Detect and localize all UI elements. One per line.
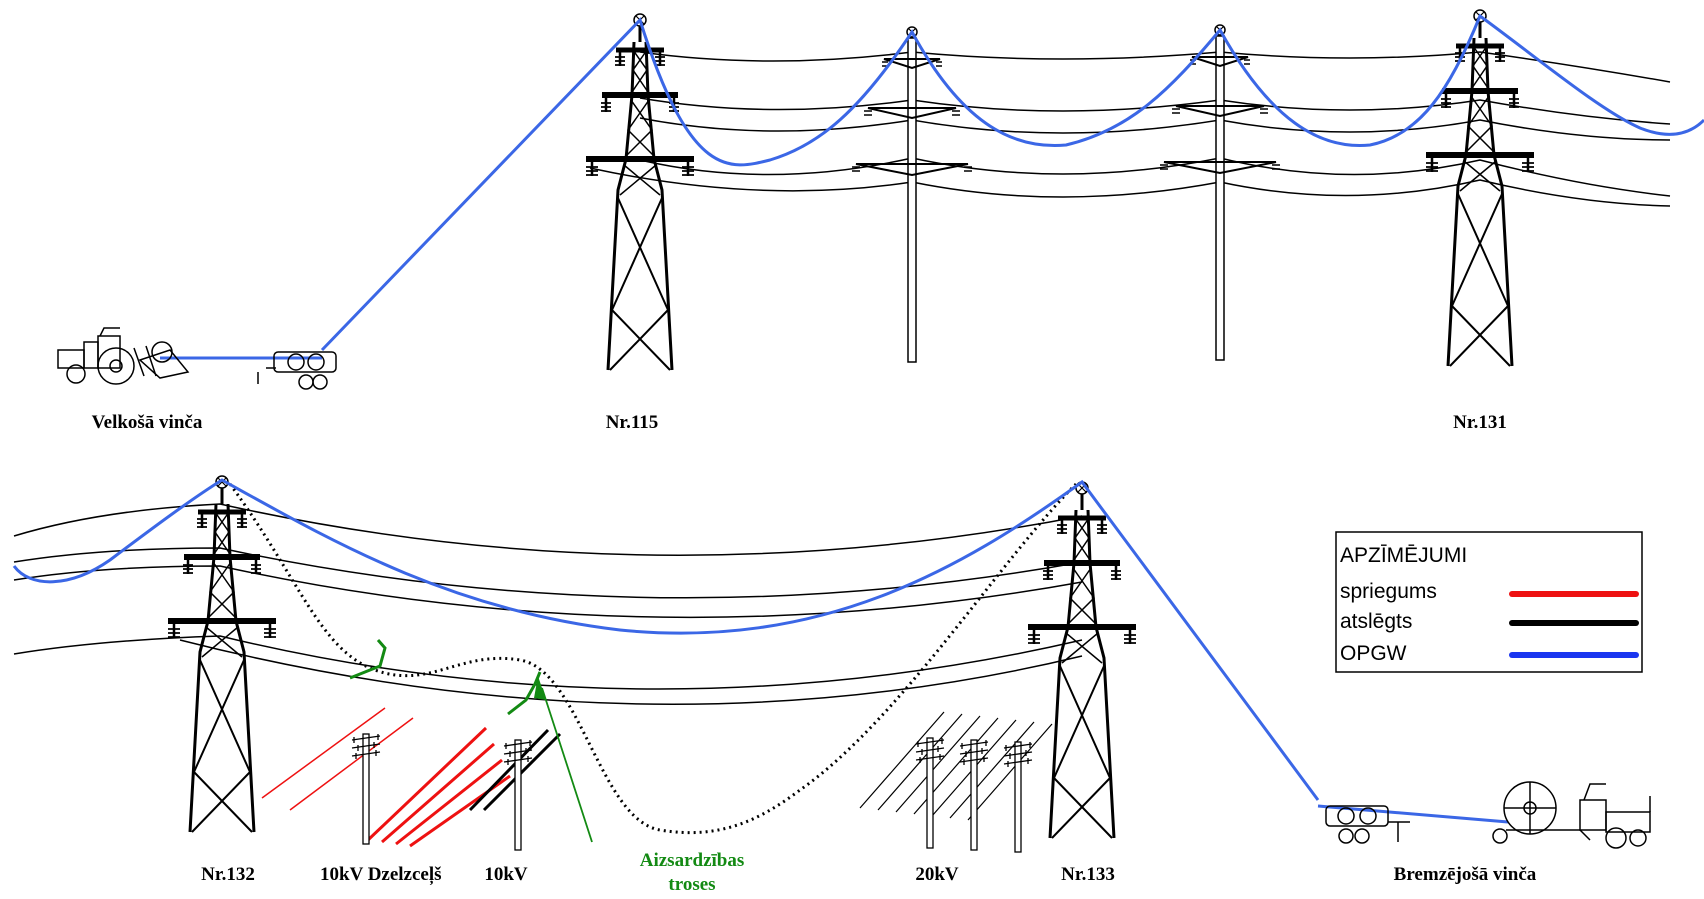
label-tower-115: Nr.115 — [606, 412, 659, 433]
top-conductors — [589, 51, 1671, 207]
bottom-conductors — [13, 503, 1083, 705]
protection-arrowhead — [534, 676, 546, 700]
legend-item-disconnected: atslēgts — [1340, 610, 1412, 633]
pole-20kv-1 — [915, 737, 945, 849]
drum-trailer-bottom — [1325, 805, 1410, 844]
label-tower-133: Nr.133 — [1061, 864, 1115, 885]
legend-item-energized: spriegums — [1340, 580, 1437, 603]
pole-20kv-3 — [1003, 741, 1033, 853]
drum-trailer-top — [257, 351, 337, 390]
crossing-10kv-red-thin — [261, 707, 414, 811]
label-tower-131: Nr.131 — [1453, 412, 1507, 433]
opgw-bottom — [12, 478, 1320, 801]
label-protection-2: troses — [668, 874, 715, 895]
pole-10kv — [503, 739, 533, 851]
label-braking-winch: Bremzējošā vinča — [1394, 864, 1537, 885]
label-20kv: 20kV — [915, 864, 959, 885]
crossing-20kv — [859, 711, 1053, 821]
legend: APZĪMĒJUMI spriegums atslēgts OPGW — [1335, 531, 1643, 673]
label-tower-132: Nr.132 — [201, 864, 255, 885]
label-pulling-winch: Velkošā vinča — [92, 412, 203, 433]
pole-top-1 — [851, 26, 973, 363]
protection-arrow — [541, 687, 593, 843]
tower-115 — [586, 14, 694, 370]
label-10kv-rail: 10kV Dzelzceļš — [320, 864, 442, 885]
legend-item-opgw: OPGW — [1340, 642, 1407, 665]
pilot-rope — [228, 482, 1078, 835]
pulling-winch — [57, 327, 190, 385]
crossing-railway-red — [366, 726, 511, 848]
pole-10kv-rail — [351, 733, 381, 845]
label-10kv: 10kV — [484, 864, 528, 885]
legend-title: APZĪMĒJUMI — [1340, 544, 1467, 567]
label-protection-1: Aizsardzības — [640, 850, 745, 871]
braking-winch — [1492, 781, 1651, 849]
opgw-top — [320, 13, 1704, 352]
crossing-10kv-black — [468, 728, 562, 812]
protection-ropes — [349, 639, 542, 716]
